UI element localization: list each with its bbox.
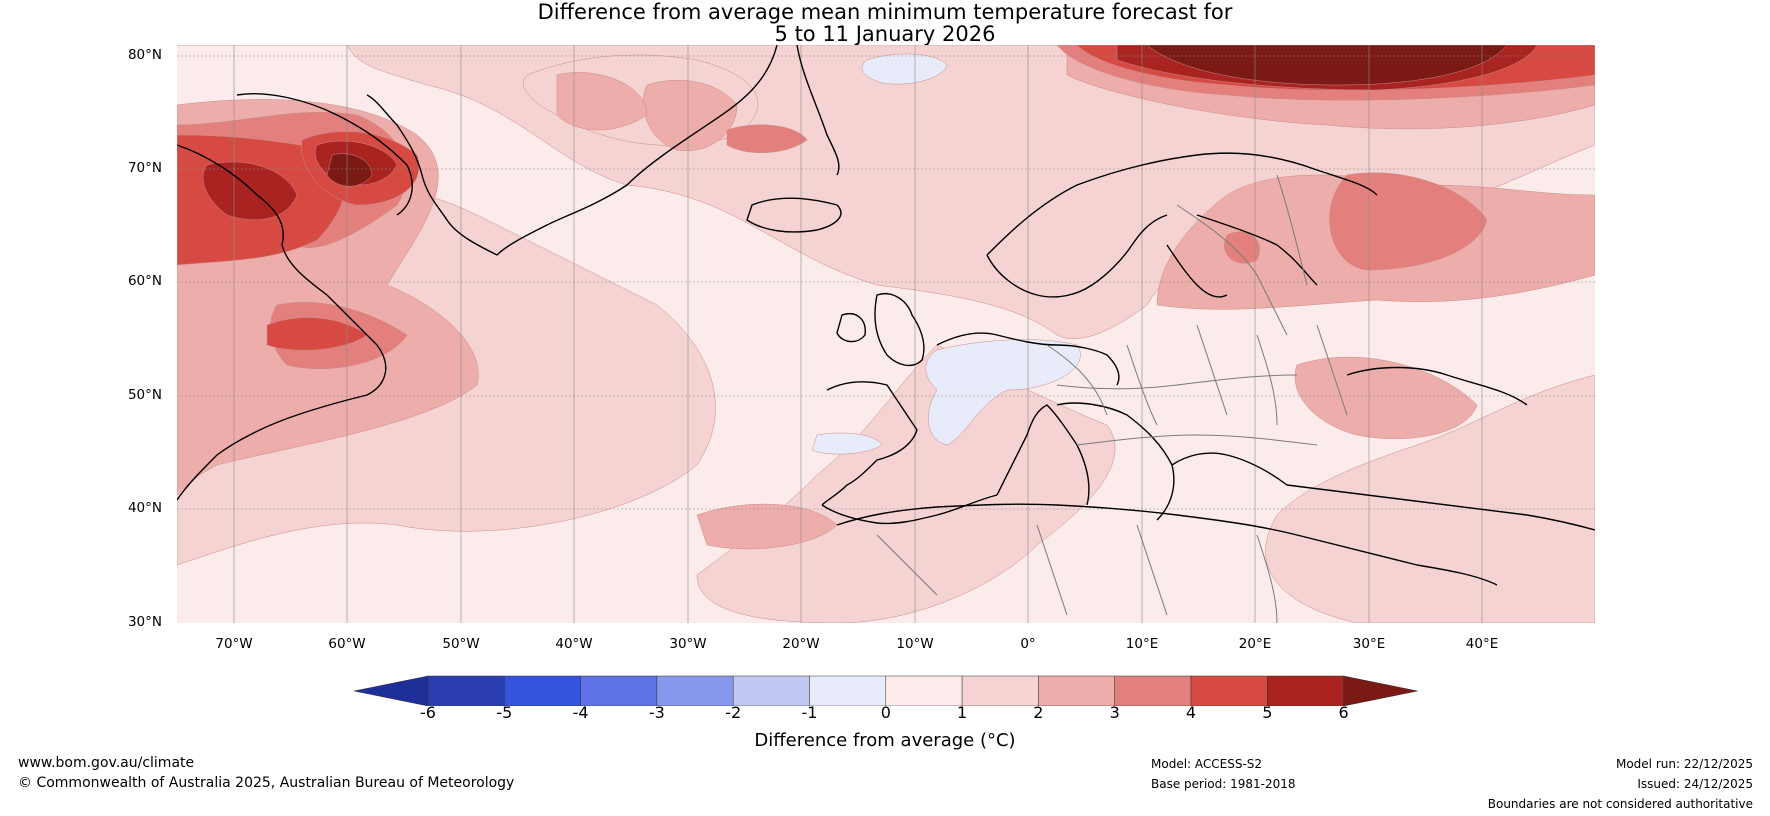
colorbar-cell	[1038, 675, 1115, 706]
anomaly-band-6-plus	[326, 45, 1508, 187]
forecast-map	[177, 45, 1595, 623]
lon-label-70w: 70°W	[215, 636, 253, 652]
lon-label-0: 0°	[1020, 636, 1036, 652]
colorbar-tick-label: -6	[420, 703, 436, 722]
footer-issued: Issued: 24/12/2025	[1637, 777, 1753, 791]
footer-website[interactable]: www.bom.gov.au/climate	[18, 755, 195, 771]
colorbar-cell	[504, 675, 581, 706]
lon-label-20e: 20°E	[1238, 636, 1272, 652]
lon-label-40e: 40°E	[1465, 636, 1499, 652]
footer-base-period: Base period: 1981-2018	[1151, 777, 1296, 791]
colorbar-cell	[580, 675, 658, 706]
coastlines	[177, 45, 1595, 586]
lon-label-20w: 20°W	[782, 636, 820, 652]
graticule	[177, 45, 1595, 623]
colorbar-tick-label: -1	[801, 703, 818, 722]
colorbar-tick-label: -2	[725, 703, 742, 722]
colorbar-tick-label: 1	[957, 703, 968, 722]
lat-label-70n: 70°N	[127, 160, 162, 176]
lon-label-60w: 60°W	[328, 636, 366, 652]
footer-model-run: Model run: 22/12/2025	[1615, 757, 1753, 771]
lon-label-40w: 40°W	[555, 636, 593, 652]
map-title-line-1: Difference from average mean minimum tem…	[537, 0, 1233, 24]
colorbar-cell	[732, 675, 810, 706]
lat-label-30n: 30°N	[127, 614, 162, 630]
lon-label-50w: 50°W	[442, 636, 480, 652]
lat-label-60n: 60°N	[127, 273, 162, 289]
map-title-line-2: 5 to 11 January 2026	[774, 22, 996, 46]
footer-model: Model: ACCESS-S2	[1151, 757, 1263, 771]
colorbar-tick-label: 3	[1109, 703, 1120, 722]
colorbar-tick-label: 6	[1338, 703, 1349, 722]
country-borders	[876, 174, 1348, 623]
lon-label-10w: 10°W	[896, 636, 934, 652]
colorbar-tick-label: -3	[648, 703, 665, 722]
colorbar	[354, 675, 1418, 706]
colorbar-cell	[1114, 675, 1192, 706]
footer-copyright: © Commonwealth of Australia 2025, Austra…	[18, 775, 515, 791]
colorbar-cell	[961, 675, 1039, 706]
colorbar-tick-label: 4	[1185, 703, 1197, 722]
colorbar-tick-label: 2	[1033, 703, 1044, 722]
colorbar-tick-label: -5	[496, 703, 513, 722]
lat-label-40n: 40°N	[127, 500, 162, 516]
colorbar-tick-label: 5	[1262, 703, 1273, 722]
lon-label-10e: 10°E	[1125, 636, 1159, 652]
colorbar-cell	[427, 675, 505, 706]
lat-label-50n: 50°N	[127, 387, 162, 403]
colorbar-tick-label: 0	[880, 703, 891, 722]
lat-label-80n: 80°N	[127, 47, 162, 63]
colorbar-extend-high	[1343, 675, 1418, 706]
colorbar-cell	[809, 675, 887, 706]
colorbar-cell	[885, 675, 963, 706]
colorbar-cell	[1190, 675, 1268, 706]
colorbar-cell	[1267, 675, 1344, 706]
colorbar-extend-low	[354, 675, 429, 706]
anomaly-band-minus1-0	[811, 53, 1081, 455]
footer-disclaimer: Boundaries are not considered authoritat…	[1487, 797, 1753, 811]
lon-label-30w: 30°W	[669, 636, 707, 652]
colorbar-tick-label: -4	[572, 703, 589, 722]
colorbar-label: Difference from average (°C)	[754, 730, 1016, 751]
colorbar-cell	[656, 675, 734, 706]
lon-label-30e: 30°E	[1352, 636, 1386, 652]
